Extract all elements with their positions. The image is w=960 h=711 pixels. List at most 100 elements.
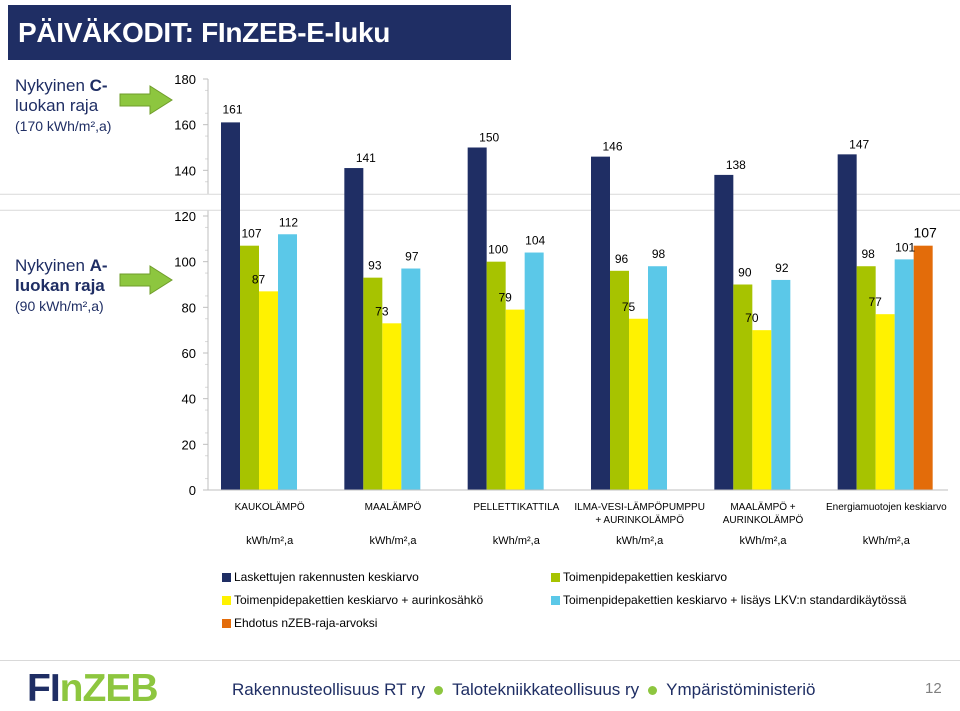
- bar-value-label: 146: [602, 140, 622, 154]
- bar-value-label: 107: [913, 225, 937, 241]
- legend-swatch: [551, 596, 560, 605]
- legend-label: Ehdotus nZEB-raja-arvoksi: [234, 616, 378, 630]
- x-category-label: KAUKOLÄMPÖ: [235, 501, 305, 513]
- bar: [856, 266, 876, 490]
- bar: [505, 309, 525, 490]
- legend-swatch: [222, 573, 231, 582]
- y-tick-label: 100: [174, 255, 196, 270]
- bar: [875, 314, 895, 490]
- bar-value-label: 73: [375, 304, 389, 318]
- x-category-label: ILMA-VESI-LÄMPÖPUMPPU: [574, 501, 705, 513]
- bar-value-label: 96: [615, 252, 629, 266]
- bar-value-label: 70: [745, 311, 759, 325]
- x-unit-label: kWh/m²,a: [863, 535, 911, 547]
- bar-value-label: 100: [488, 243, 508, 257]
- bar-value-label: 147: [849, 137, 869, 151]
- bar: [752, 330, 772, 490]
- logo-left: FI: [27, 667, 61, 710]
- x-unit-label: kWh/m²,a: [369, 535, 417, 547]
- y-tick-label: 180: [174, 72, 196, 87]
- a-note-class: A-: [89, 256, 108, 275]
- a-note-value: (90 kWh/m²,a): [15, 298, 104, 314]
- footer-divider: [0, 660, 960, 661]
- legend-label: Toimenpidepakettien keskiarvo + lisäys L…: [563, 593, 907, 607]
- y-tick-label: 0: [189, 483, 196, 498]
- bar: [714, 174, 734, 490]
- bar: [648, 266, 667, 490]
- bar-value-label: 97: [405, 250, 419, 264]
- y-tick-label: 40: [182, 392, 196, 407]
- a-class-note: Nykyinen A- luokan raja (90 kWh/m²,a): [15, 256, 108, 316]
- title-bar: PÄIVÄKODIT: FInZEB-E-luku: [8, 5, 511, 60]
- org-tate: Talotekniikkateollisuus ry: [452, 680, 640, 699]
- green-arrow-icon: [119, 265, 173, 295]
- legend-swatch: [222, 619, 231, 628]
- x-unit-label: kWh/m²,a: [616, 535, 664, 547]
- bar: [382, 323, 402, 490]
- y-tick-label: 120: [174, 209, 196, 224]
- y-tick-label: 60: [182, 346, 196, 361]
- bar-value-label: 98: [652, 247, 666, 261]
- bar: [771, 279, 791, 490]
- bullet-dot-icon: [434, 686, 444, 696]
- x-category-label: AURINKOLÄMPÖ: [723, 514, 804, 526]
- c-note-line2: luokan raja: [15, 96, 99, 115]
- x-unit-label: kWh/m²,a: [493, 535, 541, 547]
- bar-value-label: 75: [622, 300, 636, 314]
- x-category-label: + AURINKOLÄMPÖ: [595, 514, 684, 526]
- a-note-prefix: Nykyinen: [15, 256, 90, 275]
- c-class-note: Nykyinen C- luokan raja (170 kWh/m²,a): [15, 76, 111, 136]
- bar: [467, 147, 487, 490]
- bar-value-label: 150: [479, 131, 499, 145]
- bar-value-label: 141: [356, 151, 376, 165]
- bar-value-label: 92: [775, 261, 789, 275]
- y-tick-label: 160: [174, 118, 196, 133]
- bar-value-label: 98: [861, 247, 875, 261]
- bar: [363, 277, 383, 490]
- bar-value-label: 101: [895, 240, 915, 254]
- org-rt: Rakennusteollisuus RT ry: [232, 680, 426, 699]
- bar: [240, 245, 259, 490]
- finzeb-logo: FInZEB: [27, 667, 158, 711]
- bar: [344, 168, 364, 491]
- x-category-label: Energiamuotojen keskiarvo: [826, 502, 947, 513]
- bar-value-label: 79: [498, 291, 512, 305]
- y-tick-label: 20: [182, 437, 196, 452]
- bar-value-label: 77: [868, 295, 882, 309]
- x-category-label: PELLETTIKATTILA: [473, 502, 559, 513]
- bar: [259, 291, 278, 490]
- x-category-label: MAALÄMPÖ +: [730, 501, 795, 513]
- org-ym: Ympäristöministeriö: [666, 680, 816, 699]
- x-unit-label: kWh/m²,a: [739, 535, 787, 547]
- bar: [837, 154, 857, 490]
- bar-value-label: 104: [525, 234, 545, 248]
- bar: [401, 268, 421, 490]
- bar: [524, 252, 544, 490]
- bar-value-label: 112: [279, 215, 298, 229]
- legend-swatch: [551, 573, 560, 582]
- green-arrow-icon: [119, 85, 173, 115]
- c-note-class: C-: [89, 76, 108, 95]
- bar: [894, 259, 914, 490]
- c-note-prefix: Nykyinen: [15, 76, 90, 95]
- x-unit-label: kWh/m²,a: [246, 535, 294, 547]
- legend-label: Toimenpidepakettien keskiarvo: [563, 570, 728, 584]
- bar: [486, 261, 506, 490]
- bar: [221, 122, 240, 490]
- legend-label: Laskettujen rakennusten keskiarvo: [234, 570, 419, 584]
- bar-value-label: 90: [738, 266, 752, 280]
- bar-value-label: 93: [368, 259, 382, 273]
- bar-value-label: 161: [222, 102, 242, 116]
- y-tick-label: 140: [174, 163, 196, 178]
- bar: [610, 270, 629, 490]
- bar: [733, 284, 753, 490]
- page-number: 12: [925, 680, 942, 697]
- bar-value-label: 107: [241, 227, 261, 241]
- bar: [278, 234, 297, 490]
- bar: [913, 245, 933, 490]
- bar: [591, 156, 610, 490]
- bullet-dot-icon: [648, 686, 658, 696]
- c-note-value: (170 kWh/m²,a): [15, 118, 112, 134]
- y-tick-label: 80: [182, 300, 196, 315]
